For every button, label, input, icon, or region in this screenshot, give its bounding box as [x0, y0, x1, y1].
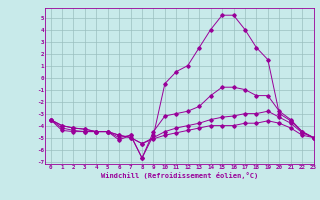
- X-axis label: Windchill (Refroidissement éolien,°C): Windchill (Refroidissement éolien,°C): [100, 172, 258, 179]
